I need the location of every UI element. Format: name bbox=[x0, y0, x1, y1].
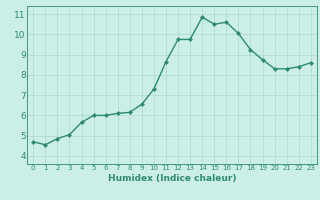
X-axis label: Humidex (Indice chaleur): Humidex (Indice chaleur) bbox=[108, 174, 236, 183]
